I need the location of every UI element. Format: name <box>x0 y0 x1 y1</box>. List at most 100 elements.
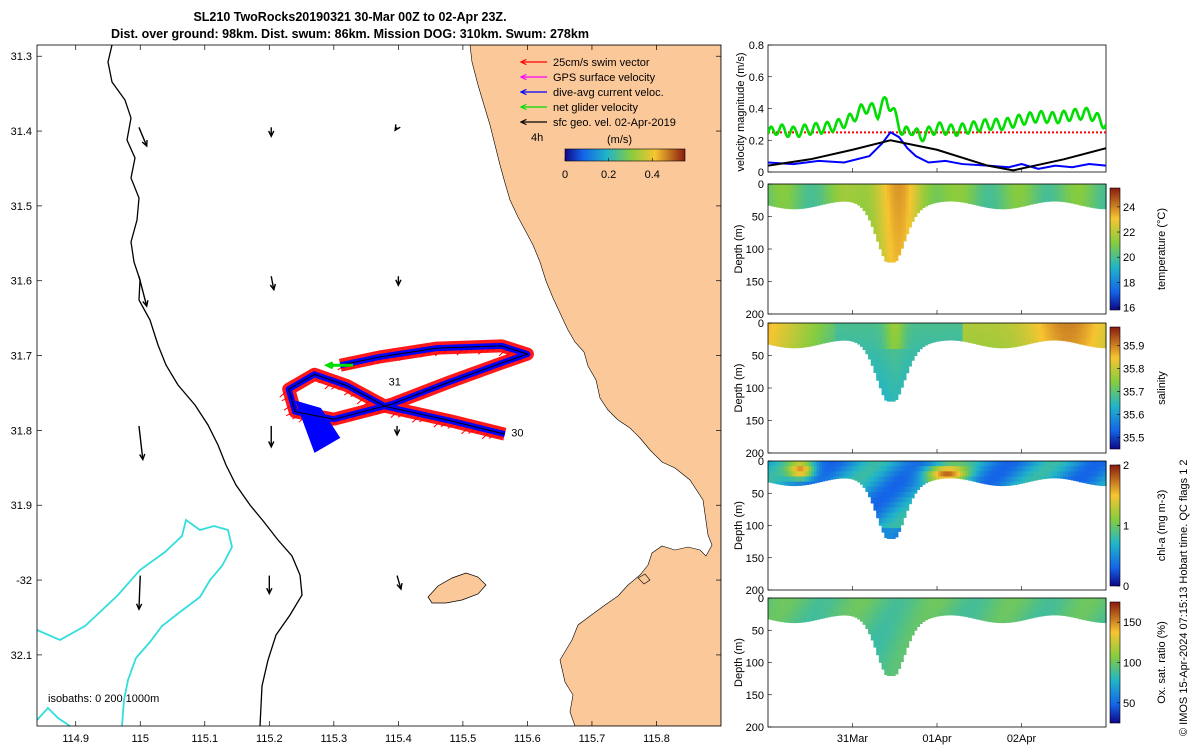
colorbar-tick-label: 1 <box>1123 521 1129 533</box>
depth-tick-label: 100 <box>746 521 764 533</box>
map-xtick-label: 115.2 <box>256 733 283 745</box>
colorbar-label: temperature (°C) <box>1156 208 1168 290</box>
depth-tick-label: 0 <box>758 593 764 605</box>
depth-tick-label: 150 <box>746 690 764 702</box>
map-xtick-label: 114.9 <box>62 733 89 745</box>
geo-velocity-arrow <box>138 127 148 148</box>
velocity-series-current <box>768 131 1106 170</box>
map-xtick-label: 115.4 <box>385 733 412 745</box>
velocity-ytick-label: 0.6 <box>749 72 764 84</box>
colorbar-tick-label: 35.8 <box>1123 363 1144 375</box>
section-cells <box>768 461 1107 539</box>
depth-tick-label: 100 <box>746 244 764 256</box>
geo-velocity-arrow <box>267 127 275 138</box>
depth-tick-label: 50 <box>752 212 764 224</box>
depth-tick-label: 150 <box>746 277 764 289</box>
geo-velocity-arrow <box>138 425 146 462</box>
section-cells <box>768 323 1107 402</box>
footer-timestamp: © IMOS 15-Apr-2024 07:15:13 Hobart time.… <box>1178 459 1190 736</box>
map-cbar-tick-label: 0.4 <box>645 169 660 181</box>
velocity-ytick-label: 0.8 <box>749 40 764 52</box>
legend-entry-label: dive-avg current veloc. <box>553 87 664 99</box>
depth-tick-label: 50 <box>752 488 764 500</box>
colorbar-tick-label: 35.5 <box>1123 432 1144 444</box>
velocity-ytick-label: 0.2 <box>749 135 764 147</box>
map-ytick-label: 31.9 <box>11 500 32 512</box>
colorbar-tick-label: 35.9 <box>1123 340 1144 352</box>
isobath-1000m <box>37 518 233 726</box>
map-xtick-label: 115 <box>131 733 149 745</box>
track-day-label: 31 <box>389 377 401 389</box>
map-axis-ticks: 114.9 115 115.1 115.2 115.3 115.4 115.5 115.6 11… <box>11 45 721 745</box>
legend-arrow <box>519 103 547 111</box>
colorbar-label: salinity <box>1156 371 1168 405</box>
colorbar-units-label: (m/s) <box>607 134 632 146</box>
depth-tick-label: 50 <box>752 351 764 363</box>
geo-velocity-arrow <box>267 425 275 449</box>
section-cells <box>768 598 1107 676</box>
track-day-label: 30 <box>511 427 523 439</box>
velocity-panel: 0 0.2 0.4 0.6 0.8 velocity magnitude (m/s) <box>735 40 1107 179</box>
map-speed-colorbar <box>564 148 686 162</box>
colorbar-tick-label: 2 <box>1123 460 1129 472</box>
depth-tick-label: 0 <box>758 456 764 468</box>
time-step-label: 4h <box>531 132 543 144</box>
section-panel-salinity: 0 50 100 150 200 Depth (m) 35.5 35.6 35.7 35.8 35.… <box>733 318 1168 460</box>
colorbar-tick-label: 35.6 <box>1123 409 1144 421</box>
plot-title-line-1: SL210 TwoRocks20190321 30-Mar 00Z to 02-… <box>193 10 507 24</box>
map-ytick-label: 31.8 <box>11 425 32 437</box>
depth-tick-label: 0 <box>758 179 764 191</box>
section-cells <box>768 184 1107 263</box>
depth-tick-label: 50 <box>752 625 764 637</box>
geo-velocity-arrow <box>138 276 149 308</box>
time-tick-label: 01Apr <box>922 733 952 745</box>
geo-velocity-arrow <box>266 575 273 596</box>
geo-velocity-arrow <box>395 276 402 287</box>
colorbar-label: Ox. sat. ratio (%) <box>1156 621 1168 704</box>
geo-vectors-layer <box>135 124 403 611</box>
map-legend: 25cm/s swim vector GPS surface velocity di… <box>519 57 676 129</box>
depth-tick-label: 150 <box>746 416 764 428</box>
section-colorbar <box>1109 326 1121 450</box>
section-colorbar <box>1109 187 1121 311</box>
colorbar-tick-label: 50 <box>1123 698 1135 710</box>
section-plot-area <box>768 598 1106 727</box>
legend-arrow <box>519 88 547 96</box>
legend-arrow <box>519 73 547 81</box>
map-xtick-label: 115.8 <box>643 733 670 745</box>
colorbar-tick-label: 20 <box>1123 252 1135 264</box>
legend-entry-label: GPS surface velocity <box>553 72 656 84</box>
legend-entry-label: sfc geo. vel. 02-Apr-2019 <box>553 117 676 129</box>
isobath-1000m-lower <box>37 706 71 726</box>
geo-velocity-arrow <box>135 575 143 611</box>
geo-velocity-arrow <box>394 124 401 132</box>
velocity-axis-ticks: 0 0.2 0.4 0.6 0.8 <box>749 40 1022 179</box>
depth-tick-label: 200 <box>746 309 764 321</box>
colorbar-tick-label: 22 <box>1123 227 1135 239</box>
velocity-series <box>768 95 1106 172</box>
map-ytick-label: 31.7 <box>11 351 32 363</box>
depth-axis-label: Depth (m) <box>733 501 745 550</box>
map-xtick-label: 115.3 <box>320 733 347 745</box>
map-ytick-label: 31.4 <box>11 126 32 138</box>
colorbar-tick-label: 24 <box>1123 202 1135 214</box>
map-xtick-label: 115.6 <box>514 733 541 745</box>
map-xtick-label: 115.5 <box>450 733 477 745</box>
isobaths-label: isobaths: 0 200 1000m <box>48 693 159 705</box>
geo-velocity-arrow <box>396 575 403 591</box>
isobath-200m <box>107 45 303 726</box>
map-ytick-label: 31.6 <box>11 276 32 288</box>
map-ytick-label: 31.5 <box>11 201 32 213</box>
depth-tick-label: 100 <box>746 383 764 395</box>
map-ytick-label: -32 <box>16 575 32 587</box>
colorbar-tick-label: 35.7 <box>1123 386 1144 398</box>
land-mass <box>469 45 721 726</box>
colorbar-tick-label: 150 <box>1123 617 1141 629</box>
velocity-series-net <box>768 95 1106 143</box>
carnac-island <box>637 573 651 585</box>
glider-track-layer: 30 31 <box>279 339 534 453</box>
section-panel-oxygen: 0 50 100 150 200 Depth (m) 50 100 150 Ox. sat. ra… <box>733 593 1168 734</box>
legend-entry-label: 25cm/s swim vector <box>553 57 650 69</box>
